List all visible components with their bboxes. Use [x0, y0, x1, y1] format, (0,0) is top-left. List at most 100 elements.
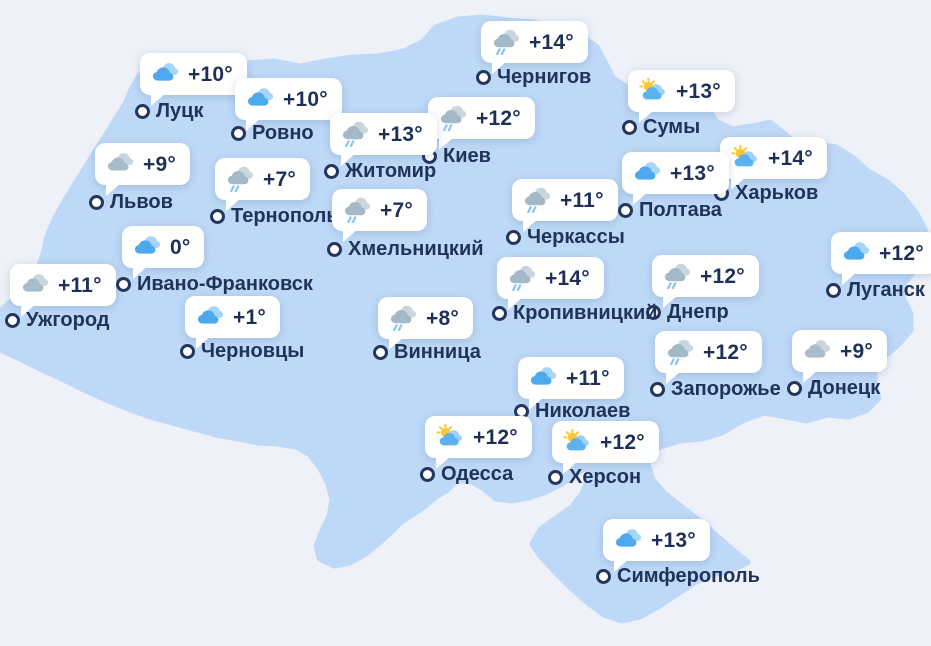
city-marker[interactable]	[116, 277, 131, 292]
city-label: Киев	[443, 145, 491, 168]
city-label: Ровно	[252, 122, 314, 145]
rain-icon	[226, 166, 256, 192]
cloudy-icon	[133, 234, 163, 260]
weather-badge[interactable]: +7°	[332, 189, 427, 242]
weather-badge[interactable]: +12°	[831, 232, 931, 285]
temperature-label: +13°	[676, 79, 721, 103]
city-marker[interactable]	[787, 381, 802, 396]
weather-badge[interactable]: +1°	[185, 296, 280, 349]
weather-badge[interactable]: 0°	[122, 226, 205, 279]
city-marker[interactable]	[596, 569, 611, 584]
temperature-label: +12°	[703, 340, 748, 364]
temperature-label: +10°	[283, 87, 328, 111]
weather-badge[interactable]: +13°	[330, 113, 437, 166]
weather-badge[interactable]: +12°	[425, 416, 532, 469]
city-label: Одесса	[441, 463, 514, 486]
weather-badge[interactable]: +10°	[235, 78, 342, 131]
city-marker[interactable]	[650, 382, 665, 397]
weather-badge[interactable]: +7°	[215, 158, 310, 211]
city-label: Симферополь	[617, 565, 760, 588]
temperature-label: +13°	[651, 528, 696, 552]
city-label: Тернополь	[231, 205, 339, 228]
city-label: Винница	[394, 341, 481, 364]
city-marker[interactable]	[373, 345, 388, 360]
partly-sunny-icon	[731, 145, 761, 171]
weather-badge[interactable]: +9°	[95, 143, 190, 196]
city-label: Кропивницкий	[513, 302, 658, 325]
weather-badge[interactable]: +11°	[512, 179, 618, 232]
city-label: Черкассы	[527, 226, 625, 249]
city-marker[interactable]	[826, 283, 841, 298]
city-marker[interactable]	[492, 306, 507, 321]
temperature-label: +1°	[233, 305, 266, 329]
city-marker[interactable]	[506, 230, 521, 245]
weather-badge[interactable]: +11°	[518, 357, 624, 410]
cloudy-icon	[196, 304, 226, 330]
weather-badge[interactable]: +12°	[428, 97, 535, 150]
city-marker[interactable]	[622, 120, 637, 135]
temperature-label: +9°	[143, 152, 176, 176]
city-marker[interactable]	[135, 104, 150, 119]
city-marker[interactable]	[618, 203, 633, 218]
weather-badge[interactable]: +12°	[655, 331, 762, 384]
weather-badge[interactable]: +14°	[481, 21, 588, 74]
rain-icon	[523, 187, 553, 213]
temperature-label: +11°	[560, 188, 604, 212]
temperature-label: +13°	[670, 161, 715, 185]
city-label: Чернигов	[497, 66, 592, 89]
city-label: Луганск	[847, 279, 925, 302]
cloudy-icon	[151, 61, 181, 87]
weather-badge[interactable]: +12°	[552, 421, 659, 474]
weather-badge[interactable]: +12°	[652, 255, 759, 308]
city-label: Днепр	[667, 301, 729, 324]
weather-badge[interactable]: +11°	[10, 264, 116, 317]
rain-icon	[492, 29, 522, 55]
city-marker[interactable]	[327, 242, 342, 257]
city-marker[interactable]	[231, 126, 246, 141]
city-label: Полтава	[639, 199, 722, 222]
city-label: Ивано-Франковск	[137, 273, 313, 296]
weather-badge[interactable]: +9°	[792, 330, 887, 383]
city-label: Харьков	[735, 182, 819, 205]
temperature-label: +13°	[378, 122, 423, 146]
cloudy-icon	[246, 86, 276, 112]
weather-badge[interactable]: +14°	[497, 257, 604, 310]
cloudy-icon	[529, 365, 559, 391]
city-marker[interactable]	[5, 313, 20, 328]
cloudy-icon	[614, 527, 644, 553]
temperature-label: +10°	[188, 62, 233, 86]
weather-badge[interactable]: +13°	[603, 519, 710, 572]
city-marker[interactable]	[548, 470, 563, 485]
overcast-icon	[803, 338, 833, 364]
temperature-label: +12°	[700, 264, 745, 288]
city-marker[interactable]	[210, 209, 225, 224]
city-marker[interactable]	[324, 164, 339, 179]
weather-badge[interactable]: +8°	[378, 297, 473, 350]
city-marker[interactable]	[180, 344, 195, 359]
rain-icon	[508, 265, 538, 291]
weather-badge[interactable]: +13°	[622, 152, 729, 205]
temperature-label: +14°	[529, 30, 574, 54]
city-marker[interactable]	[420, 467, 435, 482]
city-marker[interactable]	[646, 305, 661, 320]
city-label: Херсон	[569, 466, 642, 489]
city-label: Запорожье	[671, 378, 781, 401]
weather-badge[interactable]: +14°	[720, 137, 827, 190]
weather-badge[interactable]: +10°	[140, 53, 247, 106]
weather-badge[interactable]: +13°	[628, 70, 735, 123]
city-marker[interactable]	[476, 70, 491, 85]
temperature-label: 0°	[170, 235, 191, 259]
partly-sunny-icon	[436, 424, 466, 450]
city-marker[interactable]	[89, 195, 104, 210]
